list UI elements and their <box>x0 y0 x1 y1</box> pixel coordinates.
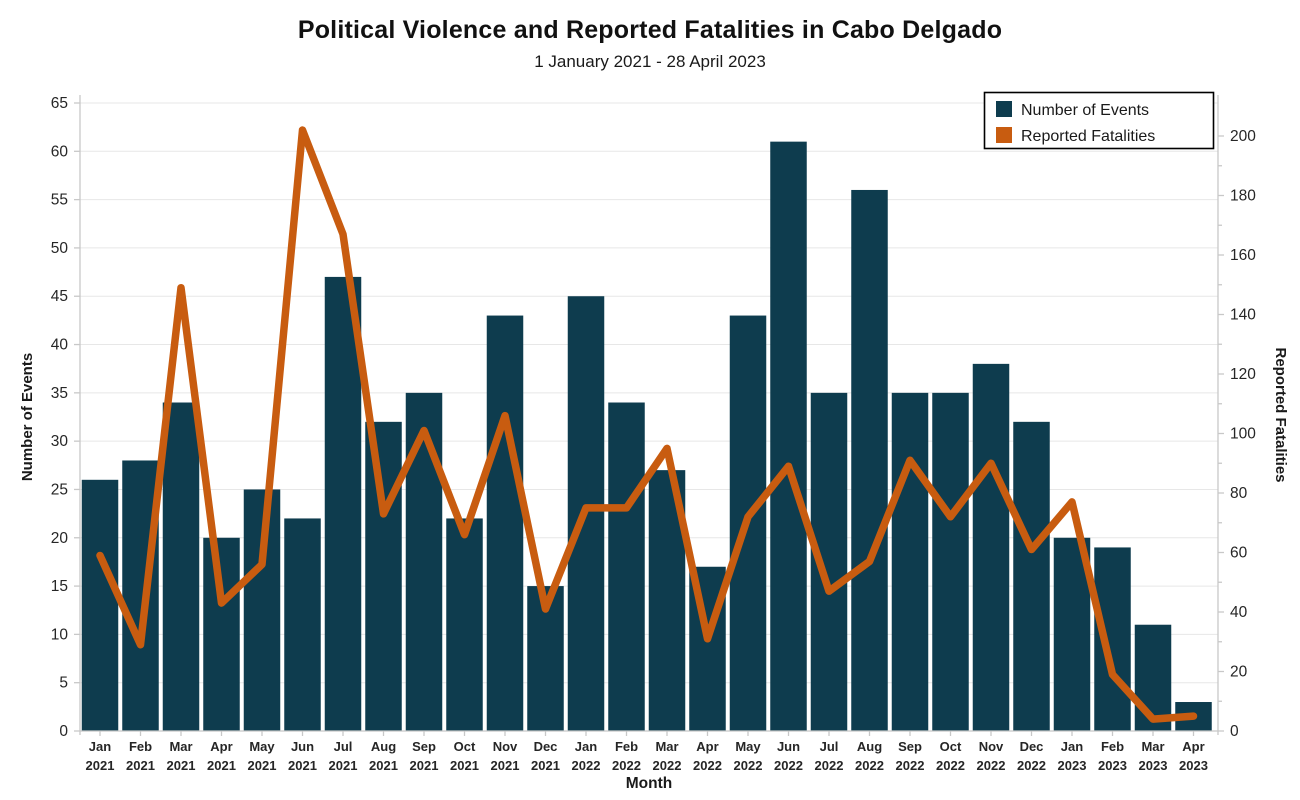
bar <box>891 392 929 731</box>
legend-item: Reported Fatalities <box>996 127 1155 145</box>
x-axis-title: Month <box>626 775 672 792</box>
x-tick-label: Jun 2021 <box>288 739 317 773</box>
bar <box>608 402 645 731</box>
bar <box>486 315 524 731</box>
fatalities-line <box>96 126 1198 723</box>
x-tick-label: Apr 2023 <box>1179 739 1208 773</box>
left-tick-label: 35 <box>51 385 68 402</box>
x-tick-label: Jul 2021 <box>329 739 358 773</box>
bar <box>851 189 888 731</box>
bar <box>1013 421 1050 731</box>
bar <box>365 421 402 731</box>
x-tick-label: Sep 2021 <box>410 739 439 773</box>
left-tick-label: 30 <box>51 433 69 450</box>
legend-box <box>983 91 1215 150</box>
left-tick-label: 40 <box>51 337 69 354</box>
x-tick-label: Jun 2022 <box>774 739 803 773</box>
right-tick-label: 100 <box>1230 426 1256 443</box>
x-tick-label: Apr 2022 <box>693 739 722 773</box>
legend-label: Number of Events <box>1021 102 1149 119</box>
left-tick-label: 15 <box>51 578 68 595</box>
left-axis-title: Number of Events <box>19 353 36 481</box>
x-tick-label: Feb 2022 <box>612 739 641 773</box>
x-tick-label: Mar 2021 <box>167 739 196 773</box>
legend-label: Reported Fatalities <box>1021 128 1155 145</box>
bar <box>162 402 200 731</box>
left-tick-label: 65 <box>51 95 68 112</box>
bar <box>81 479 119 731</box>
x-tick-label: Jan 2021 <box>86 739 115 773</box>
legend-item: Number of Events <box>996 101 1149 119</box>
bar <box>972 363 1010 731</box>
right-tick-label: 140 <box>1230 307 1256 324</box>
left-tick-label: 0 <box>59 723 68 740</box>
page-subtitle: 1 January 2021 - 28 April 2023 <box>534 52 766 71</box>
x-tick-label: Nov 2021 <box>491 739 520 773</box>
x-tick-label: Apr 2021 <box>207 739 236 773</box>
x-tick-label: Oct 2021 <box>450 739 479 773</box>
x-tick-label: Mar 2022 <box>653 739 682 773</box>
x-tick-label: Mar 2023 <box>1139 739 1168 773</box>
x-tick-label: Dec 2021 <box>531 739 560 773</box>
page-title: Political Violence and Reported Fataliti… <box>297 16 1003 44</box>
left-tick-label: 5 <box>59 675 68 692</box>
left-tick-label: 10 <box>51 626 69 643</box>
right-tick-label: 80 <box>1230 485 1248 502</box>
x-tick-label: Feb 2023 <box>1098 739 1127 773</box>
bar <box>1094 547 1131 731</box>
right-tick-label: 160 <box>1230 247 1256 264</box>
right-tick-label: 120 <box>1230 366 1256 383</box>
bar <box>770 141 807 732</box>
left-tick-label: 50 <box>51 240 69 257</box>
x-tick-label: Aug 2022 <box>855 739 884 773</box>
axes: 0 5 10 15 20 25 30 35 40 45 50 55 60 65 0 20 40 60 80 100 12… <box>51 95 1256 773</box>
right-tick-label: 60 <box>1230 545 1248 562</box>
x-tick-label: Sep 2022 <box>896 739 925 773</box>
right-axis-title: Reported Fatalities <box>1272 347 1289 482</box>
bar <box>203 537 240 731</box>
bar <box>932 392 969 731</box>
right-tick-label: 40 <box>1230 604 1248 621</box>
x-tick-label: Nov 2022 <box>977 739 1006 773</box>
x-tick-label: May 2022 <box>734 739 763 773</box>
x-tick-label: Dec 2022 <box>1017 739 1046 773</box>
right-tick-label: 20 <box>1230 664 1248 681</box>
bar <box>446 518 483 731</box>
right-tick-label: 0 <box>1230 723 1239 740</box>
legend-swatch <box>996 127 1012 143</box>
left-tick-label: 45 <box>51 288 68 305</box>
x-tick-label: Oct 2022 <box>936 739 965 773</box>
x-tick-label: Jan 2023 <box>1058 739 1087 773</box>
left-tick-label: 20 <box>51 530 69 547</box>
x-tick-label: Aug 2021 <box>369 739 398 773</box>
left-tick-label: 60 <box>51 143 69 160</box>
right-tick-label: 180 <box>1230 188 1256 205</box>
bar <box>1134 624 1172 731</box>
bar <box>405 392 443 731</box>
events-bars <box>81 141 1212 732</box>
x-tick-label: May 2021 <box>248 739 277 773</box>
bar <box>284 518 321 731</box>
legend: Number of Events Reported Fatalities <box>983 91 1215 150</box>
x-tick-label: Feb 2021 <box>126 739 155 773</box>
legend-swatch <box>996 101 1012 117</box>
right-tick-label: 200 <box>1230 128 1256 145</box>
bar <box>324 276 362 731</box>
x-tick-label: Jan 2022 <box>572 739 601 773</box>
chart-header: Political Violence and Reported Fataliti… <box>0 0 1300 72</box>
x-tick-label: Jul 2022 <box>815 739 844 773</box>
left-tick-label: 25 <box>51 481 68 498</box>
left-tick-label: 55 <box>51 192 68 209</box>
